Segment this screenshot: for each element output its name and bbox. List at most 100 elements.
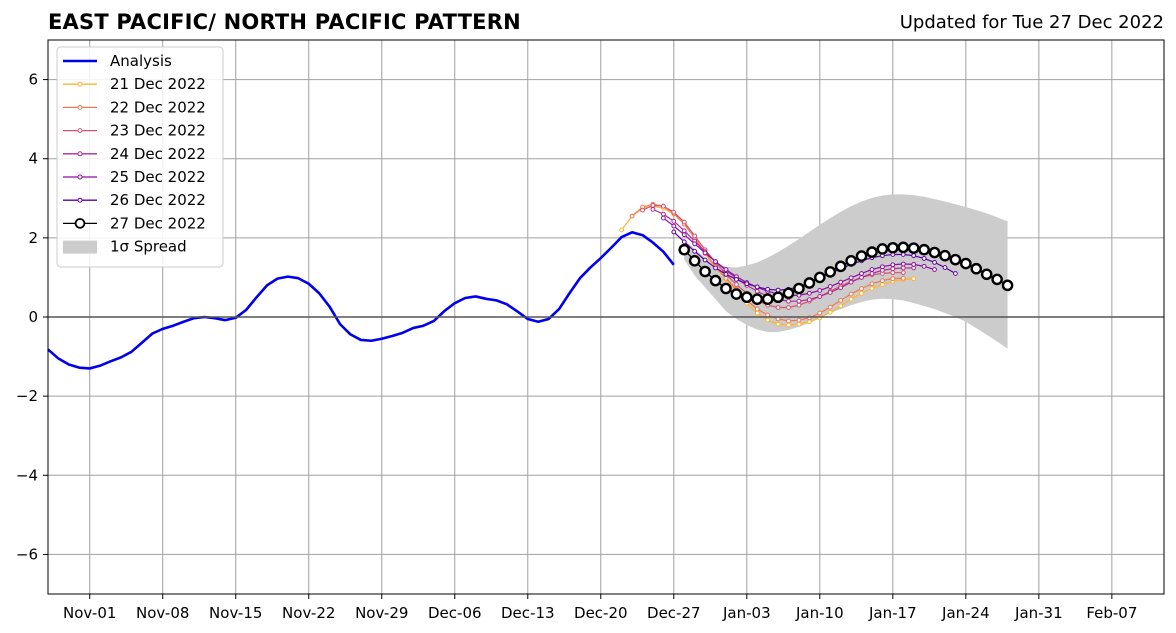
x-tick-label: Feb-07: [1086, 604, 1137, 622]
forecast-point: [827, 309, 833, 315]
forecast-point: [751, 293, 764, 305]
forecast-point: [806, 290, 812, 296]
forecast-point: [681, 228, 687, 234]
forecast-point: [827, 284, 833, 289]
forecast-point: [754, 306, 760, 312]
forecast-point: [970, 262, 983, 275]
legend-marker: [77, 197, 83, 203]
forecast-point: [866, 246, 878, 258]
legend-entry: 22 Dec 2022: [63, 98, 206, 116]
legend-entry: 23 Dec 2022: [63, 122, 206, 140]
forecast-point: [824, 266, 837, 278]
forecast-point: [744, 281, 750, 287]
y-tick-label: 4: [28, 150, 38, 168]
legend-label: 1σ Spread: [110, 238, 187, 256]
forecast-point: [911, 253, 917, 259]
legend-marker: [77, 81, 83, 87]
x-tick-label: Nov-08: [136, 604, 189, 622]
x-tick-label: Jan-10: [795, 604, 844, 622]
forecast-point: [723, 275, 729, 281]
forecast-point: [900, 270, 906, 276]
forecast-point: [859, 271, 864, 276]
legend-label: 26 Dec 2022: [110, 191, 206, 209]
forecast-point: [890, 276, 896, 282]
forecast-point: [754, 310, 760, 316]
forecast-point: [918, 243, 930, 256]
forecast-point: [629, 213, 635, 219]
forecast-point: [678, 243, 691, 256]
forecast-point: [869, 271, 875, 276]
legend-marker: [77, 104, 83, 110]
forecast-point: [754, 288, 760, 294]
forecast-series: [678, 241, 1014, 305]
x-tick-label: Jan-24: [941, 604, 990, 622]
legend-marker: [74, 218, 86, 229]
forecast-point: [942, 265, 948, 270]
y-tick-label: −6: [16, 545, 38, 563]
forecast-point: [660, 211, 666, 217]
forecast-point: [640, 207, 645, 213]
forecast-point: [932, 259, 937, 265]
forecast-point: [855, 250, 868, 262]
forecast-point: [720, 282, 732, 295]
forecast-point: [786, 322, 791, 328]
forecast-point: [827, 290, 833, 295]
forecast-point: [765, 317, 771, 323]
forecast-point: [806, 319, 812, 325]
x-tick-label: Nov-22: [282, 604, 335, 622]
x-tick-label: Jan-17: [868, 604, 917, 622]
forecast-point: [907, 242, 920, 254]
forecast-point: [960, 257, 972, 270]
forecast-point: [619, 227, 625, 233]
legend-swatch: [63, 240, 97, 254]
x-tick-label: Dec-27: [647, 604, 701, 622]
legend-marker: [77, 151, 83, 157]
forecast-point: [848, 275, 854, 281]
forecast-point: [765, 286, 771, 292]
forecast-point: [723, 267, 729, 272]
forecast-point: [713, 259, 718, 265]
forecast-point: [733, 282, 739, 287]
legend-label: 21 Dec 2022: [110, 75, 206, 93]
forecast-point: [939, 249, 951, 262]
x-tick-label: Nov-15: [209, 604, 262, 622]
y-tick-label: −4: [16, 466, 38, 484]
forecast-point: [879, 278, 885, 283]
legend-entry: 1σ Spread: [63, 238, 187, 256]
legend-label: 25 Dec 2022: [110, 168, 206, 186]
forecast-point: [911, 261, 917, 267]
x-tick-label: Jan-31: [1014, 604, 1063, 622]
forecast-point: [921, 256, 927, 261]
legend-entry: 21 Dec 2022: [63, 75, 206, 93]
legend-entry: 26 Dec 2022: [63, 191, 206, 209]
forecast-point: [953, 271, 958, 276]
forecast-point: [681, 239, 687, 245]
legend-label: 22 Dec 2022: [110, 98, 206, 116]
forecast-point: [890, 266, 896, 272]
forecast-point: [650, 203, 656, 208]
forecast-point: [709, 274, 722, 287]
x-tick-label: Nov-29: [355, 604, 408, 622]
updated-label: Updated for Tue 27 Dec 2022: [899, 12, 1164, 33]
forecast-point: [879, 264, 885, 270]
forecast-point: [980, 268, 993, 281]
forecast-point: [848, 296, 854, 302]
forecast-point: [928, 246, 941, 259]
forecast-point: [932, 267, 937, 272]
forecast-point: [869, 267, 875, 272]
legend-label: 27 Dec 2022: [110, 214, 206, 232]
forecast-point: [838, 303, 844, 309]
forecast-point: [814, 271, 826, 284]
forecast-point: [838, 279, 844, 285]
forecast-point: [793, 282, 805, 295]
forecast-point: [859, 286, 864, 291]
forecast-point: [730, 288, 743, 300]
forecast-point: [859, 290, 864, 296]
forecast-point: [786, 298, 791, 304]
forecast-point: [991, 273, 1003, 286]
legend-entry: 25 Dec 2022: [63, 168, 206, 186]
forecast-point: [660, 215, 666, 221]
forecast-point: [803, 277, 816, 289]
forecast-point: [879, 282, 885, 287]
